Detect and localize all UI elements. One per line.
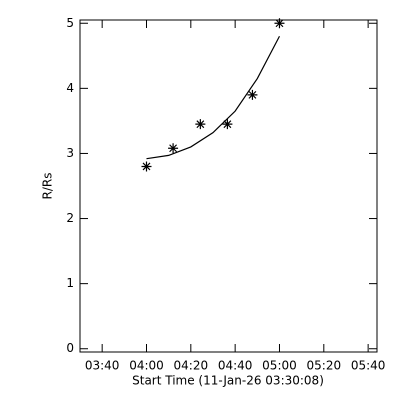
x-tick-label: 05:20 [307, 359, 342, 373]
x-tick-label: 04:40 [218, 359, 253, 373]
y-tick-label: 2 [66, 211, 74, 225]
data-point [141, 161, 152, 172]
x-tick-label: 05:00 [262, 359, 297, 373]
fit-curve [146, 35, 281, 160]
x-tick-label: 03:40 [85, 359, 120, 373]
data-point [195, 119, 206, 130]
x-axis-label: Start Time (11-Jan-26 03:30:08) [132, 374, 324, 388]
y-axis-label: R/Rs [41, 173, 55, 200]
y-tick-label: 0 [66, 341, 74, 355]
data-point [168, 143, 179, 154]
x-tick-label: 05:40 [351, 359, 386, 373]
data-point [274, 18, 285, 29]
x-tick-label: 04:20 [174, 359, 209, 373]
y-tick-label: 3 [66, 146, 74, 160]
data-point [222, 119, 233, 130]
y-tick-label: 1 [66, 276, 74, 290]
x-tick-label: 04:00 [129, 359, 164, 373]
plot-frame [79, 19, 378, 353]
y-tick-label: 5 [66, 16, 74, 30]
data-point [247, 89, 258, 100]
y-tick-label: 4 [66, 81, 74, 95]
